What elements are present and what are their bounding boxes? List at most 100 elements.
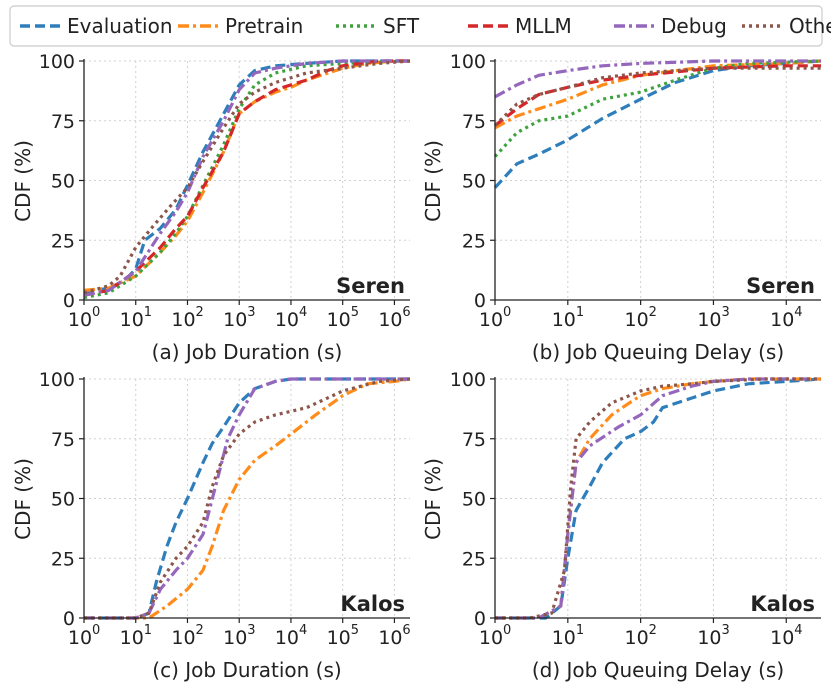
y-tick-label: 75 [51, 111, 75, 133]
cluster-label: Seren [746, 274, 815, 298]
legend-item-debug: Debug [614, 14, 727, 38]
panel-caption: (d) Job Queuing Delay (s) [532, 658, 784, 682]
series-other [495, 377, 821, 620]
series-lines [493, 59, 822, 189]
x-tick-exponent: 0 [503, 305, 511, 320]
x-tick-label: 10 [120, 627, 144, 649]
y-axis-label: CDF (%) [421, 140, 445, 222]
y-tick-label: 25 [462, 548, 486, 570]
series-debug [84, 377, 410, 620]
x-tick-label: 10 [68, 309, 92, 331]
x-tick-label: 10 [327, 309, 351, 331]
series-pretrain [495, 377, 821, 620]
series-other [83, 59, 411, 295]
x-tick-label: 10 [479, 627, 503, 649]
x-tick-exponent: 6 [402, 305, 410, 320]
x-tick-exponent: 3 [247, 623, 255, 638]
y-tick-label: 50 [51, 171, 75, 193]
y-axis-label: CDF (%) [11, 140, 35, 222]
series-evaluation [84, 377, 410, 620]
y-axis-label: CDF (%) [421, 458, 445, 540]
x-tick-label: 10 [552, 627, 576, 649]
x-tick-label: 10 [327, 627, 351, 649]
x-tick-exponent: 3 [721, 305, 729, 320]
series-pretrain [494, 59, 822, 130]
x-tick-exponent: 4 [299, 305, 307, 320]
x-tick-label: 10 [275, 627, 299, 649]
legend-frame [9, 5, 823, 47]
series-lines [495, 377, 822, 620]
x-tick-exponent: 2 [649, 305, 657, 320]
x-tick-exponent: 2 [195, 305, 203, 320]
y-tick-label: 0 [474, 608, 486, 630]
series-debug [83, 59, 410, 297]
y-tick-label: 0 [63, 290, 75, 312]
x-tick-label: 10 [378, 627, 402, 649]
x-tick-exponent: 4 [794, 623, 802, 638]
x-tick-label: 10 [120, 309, 144, 331]
y-tick-label: 50 [462, 489, 486, 511]
y-tick-label: 100 [39, 369, 75, 391]
panel-caption: (b) Job Queuing Delay (s) [532, 340, 784, 364]
x-tick-exponent: 5 [351, 623, 359, 638]
legend-label: Other [789, 14, 831, 38]
y-axis-label: CDF (%) [11, 458, 35, 540]
series-evaluation [495, 377, 822, 620]
legend-label: Pretrain [225, 14, 303, 38]
legend-item-mllm: MLLM [468, 14, 572, 38]
series-other [493, 66, 821, 127]
x-tick-exponent: 0 [92, 623, 100, 638]
x-tick-exponent: 1 [576, 305, 584, 320]
y-tick-label: 100 [450, 51, 486, 73]
x-tick-label: 10 [479, 309, 503, 331]
x-tick-exponent: 1 [144, 305, 152, 320]
legend: Evaluation Pretrain SFT MLLM Debug Other [9, 5, 831, 47]
x-tick-exponent: 4 [794, 305, 802, 320]
y-tick-label: 0 [474, 290, 486, 312]
x-tick-exponent: 0 [92, 305, 100, 320]
x-tick-label: 10 [68, 627, 92, 649]
legend-item-pretrain: Pretrain [178, 14, 303, 38]
x-tick-exponent: 5 [351, 305, 359, 320]
y-tick-label: 100 [450, 369, 486, 391]
x-tick-label: 10 [171, 309, 195, 331]
y-tick-label: 75 [51, 429, 75, 451]
x-tick-label: 10 [625, 309, 649, 331]
x-tick-label: 10 [770, 309, 794, 331]
panel-caption: (a) Job Duration (s) [152, 340, 343, 364]
series-evaluation [83, 59, 410, 295]
x-tick-exponent: 4 [299, 623, 307, 638]
series-pretrain [83, 59, 410, 292]
series-other [84, 377, 411, 620]
y-tick-label: 75 [462, 111, 486, 133]
legend-label: SFT [383, 14, 420, 38]
series-mllm [83, 59, 410, 297]
x-tick-exponent: 1 [576, 623, 584, 638]
x-tick-exponent: 1 [144, 623, 152, 638]
y-tick-label: 100 [39, 51, 75, 73]
y-tick-label: 25 [462, 230, 486, 252]
y-tick-label: 75 [462, 429, 486, 451]
x-tick-label: 10 [770, 627, 794, 649]
grid [494, 378, 821, 619]
legend-item-other: Other [742, 14, 831, 38]
x-tick-exponent: 6 [402, 623, 410, 638]
series-lines [83, 59, 411, 300]
x-tick-label: 10 [552, 309, 576, 331]
x-tick-exponent: 3 [721, 623, 729, 638]
grid [494, 60, 821, 301]
legend-label: MLLM [515, 14, 572, 38]
x-tick-exponent: 2 [195, 623, 203, 638]
series-evaluation [493, 59, 822, 189]
y-tick-label: 50 [51, 489, 75, 511]
grid [83, 378, 410, 619]
x-tick-label: 10 [275, 309, 299, 331]
cluster-label: Kalos [340, 592, 405, 616]
